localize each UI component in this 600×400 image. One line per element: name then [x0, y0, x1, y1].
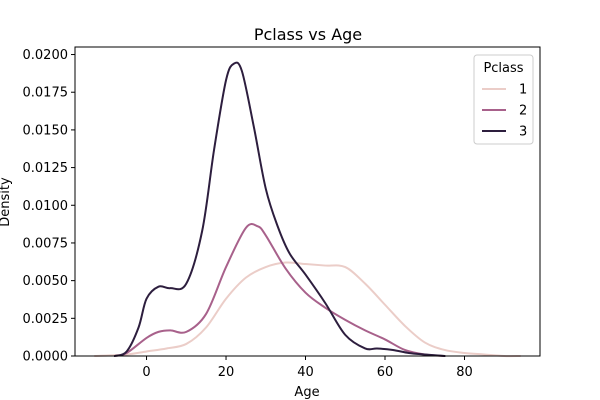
y-tick-label: 0.0050 [23, 274, 69, 289]
legend-label-2: 2 [519, 104, 527, 119]
legend-label-1: 1 [519, 83, 527, 98]
y-tick-label: 0.0100 [23, 199, 69, 214]
x-tick-label: 20 [218, 365, 235, 380]
x-tick-label: 60 [377, 365, 394, 380]
y-tick-label: 0.0000 [23, 350, 69, 365]
chart-title: Pclass vs Age [254, 25, 362, 44]
y-tick-label: 0.0125 [23, 161, 69, 176]
legend-title: Pclass [483, 61, 523, 76]
y-tick-label: 0.0025 [23, 312, 69, 327]
series-layer [93, 61, 522, 358]
y-tick-label: 0.0200 [23, 48, 69, 63]
axes-layer: 0 20 40 60 80 0.0000 0.0025 0.0050 0.0075 0.0100 0… [23, 46, 541, 380]
y-axis-label: Density [0, 177, 13, 227]
legend: Pclass 1 2 3 [473, 54, 534, 145]
y-tick-label: 0.0075 [23, 236, 69, 251]
x-tick-label: 80 [456, 365, 473, 380]
y-tick-label: 0.0150 [23, 123, 69, 138]
series-line-2 [113, 223, 446, 357]
y-tick-label: 0.0175 [23, 86, 69, 101]
series-line-1 [93, 261, 522, 358]
plot-frame [74, 46, 541, 357]
x-tick-label: 0 [142, 365, 150, 380]
legend-box [473, 54, 534, 145]
x-tick-label: 40 [297, 365, 314, 380]
series-line-3 [113, 61, 446, 357]
x-axis-label: Age [294, 385, 319, 400]
legend-label-3: 3 [519, 125, 527, 140]
